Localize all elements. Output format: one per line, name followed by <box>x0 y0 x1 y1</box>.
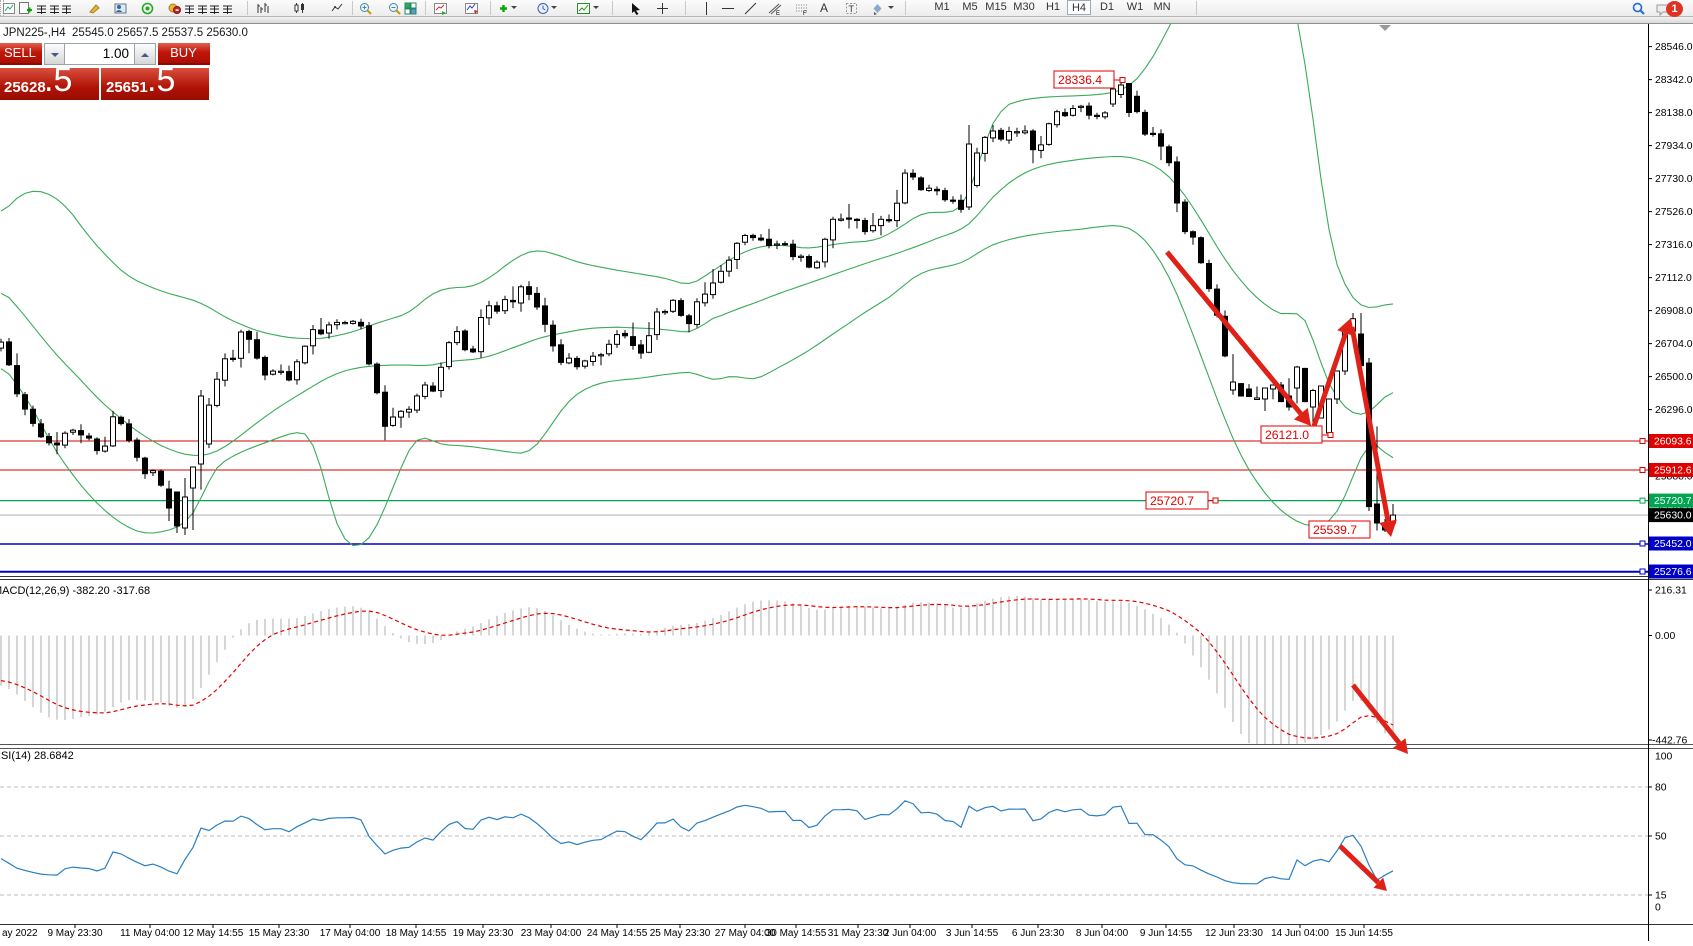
svg-text:ay 2022: ay 2022 <box>2 928 38 939</box>
svg-text:25452.0: 25452.0 <box>1654 539 1692 550</box>
svg-text:100: 100 <box>1655 752 1673 763</box>
svg-text:28342.0: 28342.0 <box>1655 75 1693 86</box>
svg-text:27112.0: 27112.0 <box>1655 273 1692 284</box>
svg-text:27934.0: 27934.0 <box>1655 141 1693 152</box>
svg-text:25630.0: 25630.0 <box>1654 511 1692 522</box>
svg-text:2 Jun 04:00: 2 Jun 04:00 <box>884 928 937 939</box>
svg-text:15 May 23:30: 15 May 23:30 <box>249 928 310 939</box>
svg-text:25539.7: 25539.7 <box>1313 523 1357 537</box>
svg-text:3 Jun 14:55: 3 Jun 14:55 <box>946 928 999 939</box>
svg-text:31 May 23:30: 31 May 23:30 <box>828 928 889 939</box>
svg-text:19 May 23:30: 19 May 23:30 <box>453 928 514 939</box>
svg-text:25888.0: 25888.0 <box>1655 472 1693 483</box>
svg-text:E: E <box>776 11 780 16</box>
svg-text:12 May 14:55: 12 May 14:55 <box>183 928 244 939</box>
svg-text:9 May 23:30: 9 May 23:30 <box>47 928 102 939</box>
svg-text:27 May 04:00: 27 May 04:00 <box>715 928 776 939</box>
svg-text:9 Jun 14:55: 9 Jun 14:55 <box>1140 928 1193 939</box>
svg-text:28336.4: 28336.4 <box>1058 73 1102 87</box>
svg-text:25720.7: 25720.7 <box>1150 494 1194 508</box>
svg-text:216.31: 216.31 <box>1655 586 1687 597</box>
svg-text:23 May 04:00: 23 May 04:00 <box>521 928 582 939</box>
svg-text:F: F <box>803 11 807 16</box>
svg-text:MACD(12,26,9) -382.20 -317.68: MACD(12,26,9) -382.20 -317.68 <box>0 585 150 597</box>
svg-text:18 May 14:55: 18 May 14:55 <box>386 928 447 939</box>
svg-text:26296.0: 26296.0 <box>1655 405 1693 416</box>
svg-text:15 Jun 14:55: 15 Jun 14:55 <box>1335 928 1393 939</box>
svg-text:0: 0 <box>1655 903 1661 914</box>
svg-text:25912.6: 25912.6 <box>1654 466 1692 477</box>
svg-text:25720.7: 25720.7 <box>1654 496 1692 507</box>
svg-text:14 Jun 04:00: 14 Jun 04:00 <box>1271 928 1329 939</box>
svg-text:27316.0: 27316.0 <box>1655 240 1693 251</box>
svg-text:28138.0: 28138.0 <box>1655 108 1693 119</box>
svg-text:25276.6: 25276.6 <box>1654 567 1692 578</box>
svg-text:30 May 14:55: 30 May 14:55 <box>766 928 827 939</box>
svg-text:26093.6: 26093.6 <box>1654 437 1692 448</box>
svg-text:50: 50 <box>1655 832 1667 843</box>
svg-text:8 Jun 04:00: 8 Jun 04:00 <box>1076 928 1129 939</box>
svg-text:RSI(14) 28.6842: RSI(14) 28.6842 <box>0 750 74 762</box>
svg-text:24 May 14:55: 24 May 14:55 <box>587 928 648 939</box>
svg-text:-442.76: -442.76 <box>1652 736 1687 747</box>
svg-text:17 May 04:00: 17 May 04:00 <box>320 928 381 939</box>
svg-text:27730.0: 27730.0 <box>1655 174 1693 185</box>
svg-text:11 May 04:00: 11 May 04:00 <box>120 928 180 939</box>
svg-text:26704.0: 26704.0 <box>1655 339 1693 350</box>
svg-text:0.00: 0.00 <box>1655 631 1675 642</box>
svg-text:6 Jun 23:30: 6 Jun 23:30 <box>1012 928 1065 939</box>
svg-text:26500.0: 26500.0 <box>1655 372 1693 383</box>
svg-text:15: 15 <box>1655 891 1667 902</box>
svg-text:80: 80 <box>1655 783 1667 794</box>
svg-text:T: T <box>849 4 855 14</box>
svg-text:25 May 23:30: 25 May 23:30 <box>650 928 711 939</box>
svg-text:26908.0: 26908.0 <box>1655 306 1693 317</box>
svg-text:28546.0: 28546.0 <box>1655 42 1693 53</box>
svg-text:12 Jun 23:30: 12 Jun 23:30 <box>1205 928 1263 939</box>
svg-text:27526.0: 27526.0 <box>1655 207 1693 218</box>
svg-text:26121.0: 26121.0 <box>1265 428 1309 442</box>
